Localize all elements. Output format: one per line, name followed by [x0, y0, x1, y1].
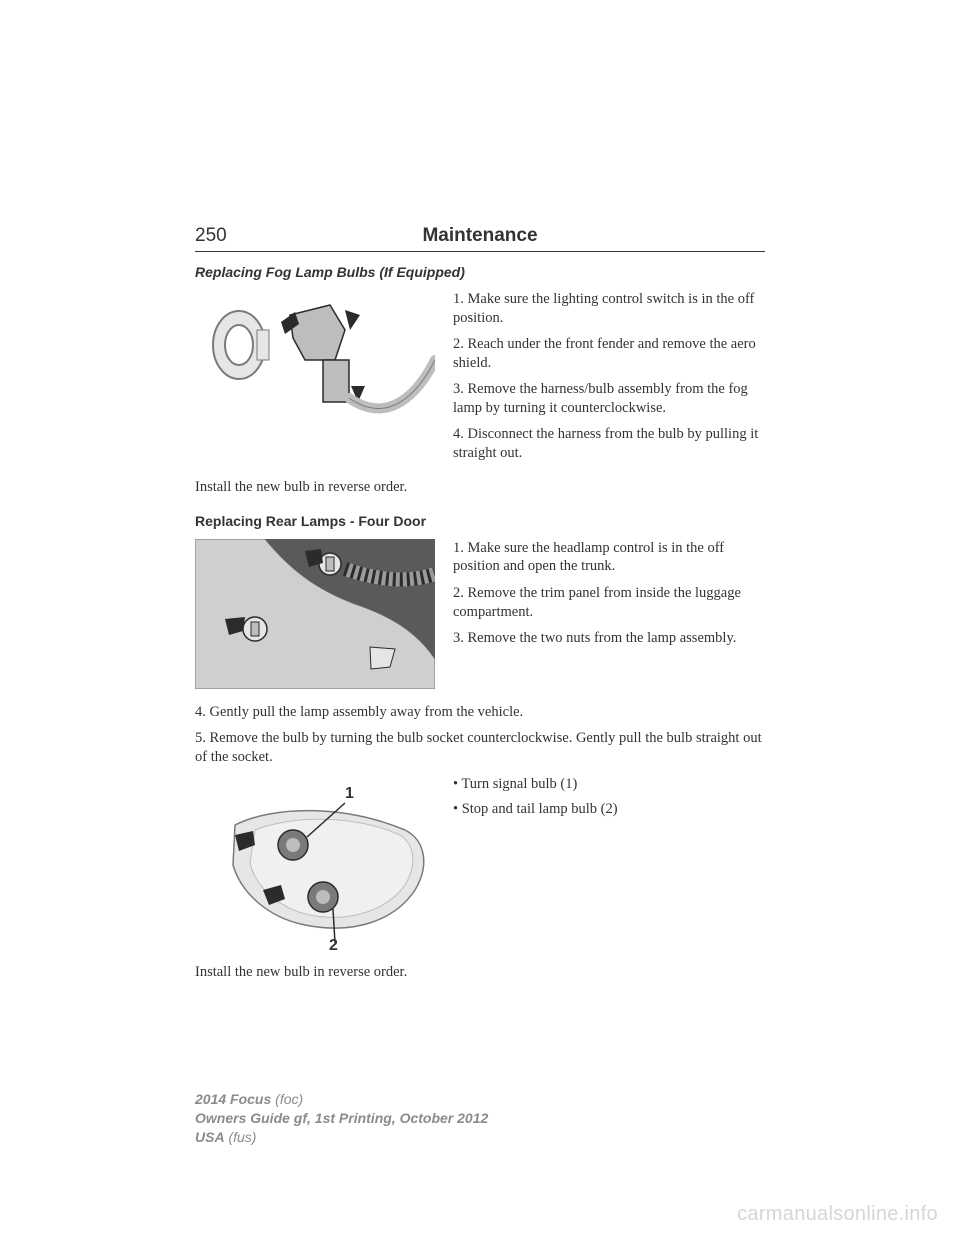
figure-label-2: 2 [329, 937, 338, 955]
section2-step4: 4. Gently pull the lamp assembly away fr… [195, 703, 765, 722]
section-heading-rear-lamps: Replacing Rear Lamps - Four Door [195, 513, 765, 529]
page-title: Maintenance [195, 225, 765, 247]
watermark: carmanualsonline.info [737, 1203, 938, 1226]
figure-label-1: 1 [345, 785, 354, 803]
section2-step1: 1. Make sure the headlamp control is in … [453, 539, 765, 576]
section1-text: 1. Make sure the lighting control switch… [453, 290, 765, 470]
page-content: 250 Maintenance Replacing Fog Lamp Bulbs… [0, 0, 960, 981]
section2-step5: 5. Remove the bulb by turning the bulb s… [195, 729, 765, 766]
footer-line2: Owners Guide gf, 1st Printing, October 2… [195, 1109, 488, 1128]
section1-step1: 1. Make sure the lighting control switch… [453, 290, 765, 327]
section2-step3: 3. Remove the two nuts from the lamp ass… [453, 629, 765, 648]
section1-step4: 4. Disconnect the harness from the bulb … [453, 425, 765, 462]
page-header: 250 Maintenance [195, 225, 765, 252]
section2-bullets: Turn signal bulb (1) Stop and tail lamp … [453, 775, 765, 825]
section1-step3: 3. Remove the harness/bulb assembly from… [453, 380, 765, 417]
section-heading-fog-lamp: Replacing Fog Lamp Bulbs (If Equipped) [195, 264, 765, 280]
section2-text-top: 1. Make sure the headlamp control is in … [453, 539, 765, 656]
section2-row: 1. Make sure the headlamp control is in … [195, 539, 765, 689]
footer-model: 2014 Focus [195, 1091, 271, 1107]
footer-line3: USA (fus) [195, 1128, 488, 1147]
section2-row2: 1 2 Turn signal bulb (1) Stop and tail l… [195, 775, 765, 955]
section2-after: Install the new bulb in reverse order. [195, 963, 765, 982]
bullet-turn-signal: Turn signal bulb (1) [453, 775, 765, 794]
rear-lamp-remove-figure [195, 539, 435, 689]
section2-step2: 2. Remove the trim panel from inside the… [453, 584, 765, 621]
footer-model-code: (foc) [271, 1091, 303, 1107]
section1-row: 1. Make sure the lighting control switch… [195, 290, 765, 470]
bullet-stop-tail: Stop and tail lamp bulb (2) [453, 800, 765, 819]
fog-lamp-bulb-figure [195, 290, 435, 440]
rear-lamp-bulb-figure: 1 2 [195, 775, 435, 955]
footer-region: USA [195, 1129, 225, 1145]
section1-after: Install the new bulb in reverse order. [195, 478, 765, 497]
footer-region-code: (fus) [225, 1129, 257, 1145]
footer-line1: 2014 Focus (foc) [195, 1090, 488, 1109]
section1-step2: 2. Reach under the front fender and remo… [453, 335, 765, 372]
footer: 2014 Focus (foc) Owners Guide gf, 1st Pr… [195, 1090, 488, 1147]
